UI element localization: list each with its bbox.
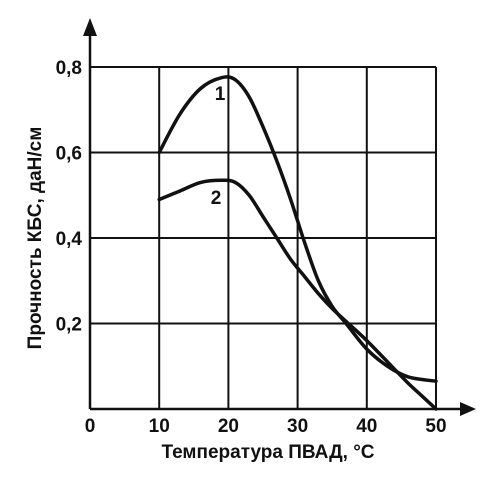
series-line-1 bbox=[157, 75, 438, 383]
x-tick-label: 0 bbox=[85, 416, 96, 437]
grid bbox=[90, 66, 437, 409]
y-tick-label: 0,4 bbox=[56, 229, 83, 250]
y-tick-label: 0,2 bbox=[56, 315, 82, 336]
series-label-1: 1 bbox=[215, 84, 226, 105]
series-label-2: 2 bbox=[211, 188, 222, 209]
y-axis-title: Прочность КБС, даН/см bbox=[25, 127, 46, 350]
axes bbox=[83, 18, 476, 416]
x-axis-title: Температура ПВАД, °С bbox=[161, 442, 374, 463]
y-axis-arrow-icon bbox=[83, 18, 97, 36]
y-tick-label: 0,8 bbox=[56, 58, 82, 79]
x-tick-label: 40 bbox=[356, 416, 377, 437]
tick-labels: 0 10 20 30 40 50 0,2 0,4 0,6 0,8 bbox=[56, 58, 447, 437]
x-axis-arrow-icon bbox=[460, 402, 476, 416]
series-line-2 bbox=[157, 178, 438, 411]
series: 12 bbox=[157, 75, 438, 411]
x-tick-label: 30 bbox=[287, 416, 308, 437]
x-tick-label: 50 bbox=[425, 416, 446, 437]
x-tick-label: 10 bbox=[149, 416, 170, 437]
x-tick-label: 20 bbox=[218, 416, 239, 437]
y-tick-label: 0,6 bbox=[56, 144, 82, 165]
